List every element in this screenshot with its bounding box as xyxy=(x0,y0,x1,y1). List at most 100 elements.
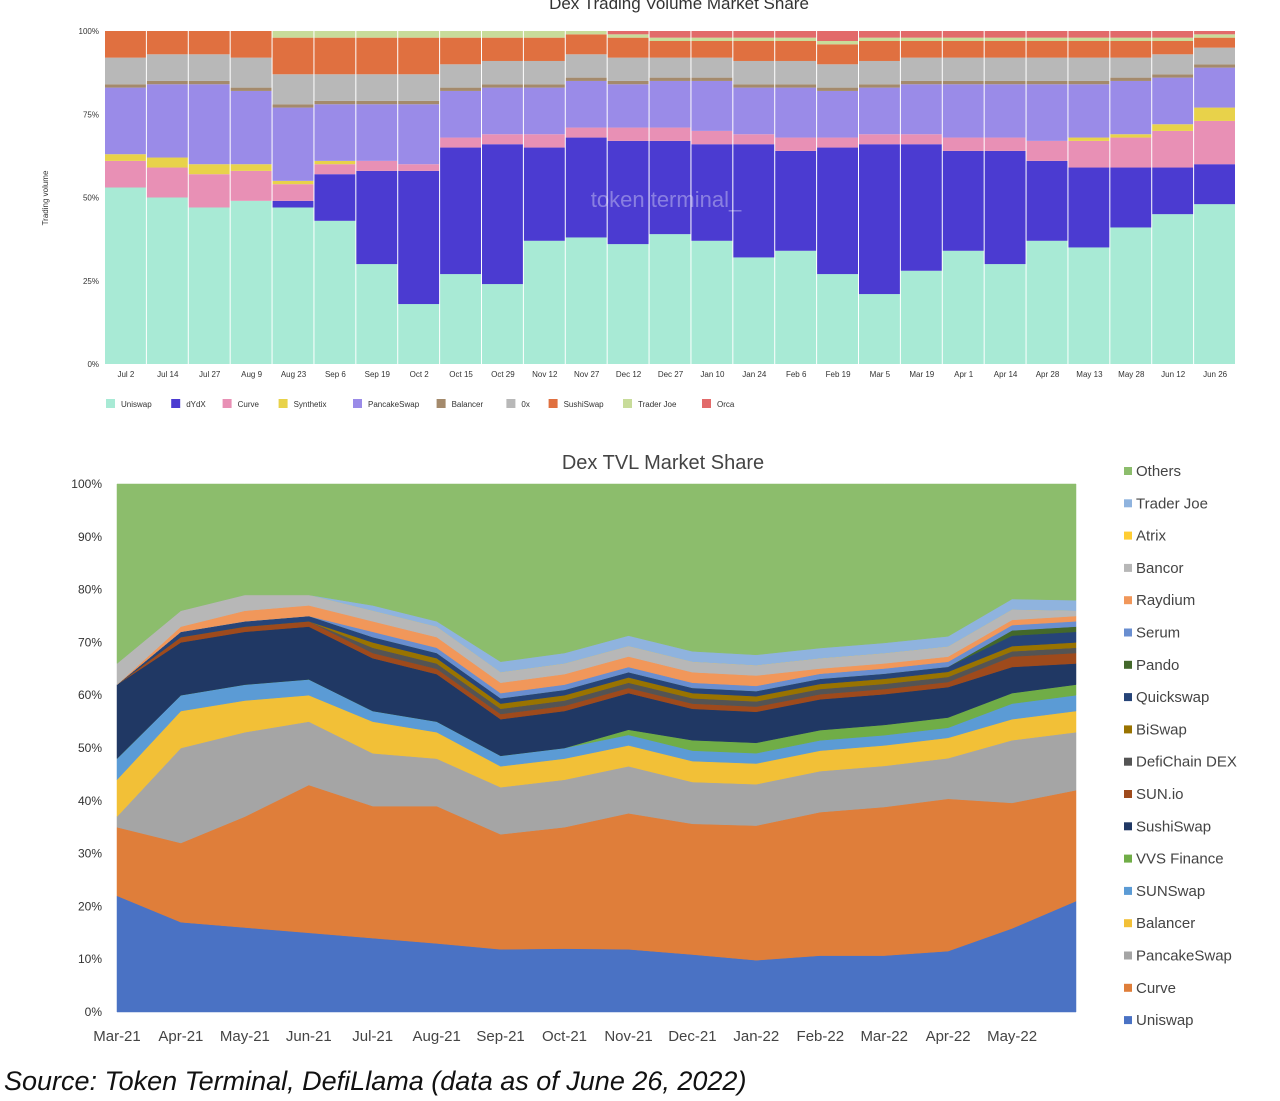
legend-label: Serum xyxy=(1136,625,1180,642)
legend-swatch xyxy=(1124,790,1132,798)
legend-label: Bancor xyxy=(1136,560,1184,577)
bar-trader-joe-feb-19 xyxy=(817,40,858,45)
bar-balancer-oct-29 xyxy=(482,84,523,88)
legend-label: SushiSwap xyxy=(564,400,605,409)
x-tick-label: Jan-22 xyxy=(733,1028,779,1045)
x-tick-label: Mar 19 xyxy=(909,370,934,379)
legend-swatch xyxy=(278,399,288,408)
bar-dydx-feb-6 xyxy=(775,150,817,251)
bar-0x-mar-19 xyxy=(900,57,942,81)
bar-uniswap-jun-12 xyxy=(1152,214,1194,364)
legend-item-others: Others xyxy=(1124,463,1181,480)
bar-balancer-nov-12 xyxy=(523,84,565,88)
bar-0x-may-28 xyxy=(1110,57,1152,78)
bar-trader-joe-oct-29 xyxy=(482,31,523,38)
bar-uniswap-aug-9 xyxy=(230,200,272,364)
bar-dydx-jun-26 xyxy=(1194,164,1235,205)
bar-pancakeswap-oct-29 xyxy=(482,87,523,135)
bar-dydx-sep-6 xyxy=(314,174,356,221)
x-tick-label: May 13 xyxy=(1076,370,1103,379)
bar-orca-feb-19 xyxy=(817,31,858,41)
bar-balancer-aug-9 xyxy=(230,87,272,91)
y-tick-label: 60% xyxy=(78,688,102,702)
x-tick-label: Aug 9 xyxy=(241,370,262,379)
legend-label: Uniswap xyxy=(1136,1012,1194,1029)
x-tick-label: Oct 29 xyxy=(491,370,515,379)
bar-curve-jun-26 xyxy=(1194,120,1235,165)
x-tick-label: Jun 26 xyxy=(1203,370,1228,379)
bar-synthetix-sep-6 xyxy=(314,160,356,165)
bar-0x-jul-14 xyxy=(146,54,188,81)
bar-balancer-apr-1 xyxy=(942,80,984,85)
bar-balancer-aug-23 xyxy=(272,104,314,108)
bar-uniswap-nov-12 xyxy=(523,240,565,364)
bar-trader-joe-aug-23 xyxy=(272,31,314,38)
bar-trader-joe-nov-27 xyxy=(565,31,607,35)
bar-pancakeswap-sep-19 xyxy=(356,104,398,161)
legend-swatch xyxy=(548,399,558,408)
x-tick-label: Feb 19 xyxy=(826,370,851,379)
bar-curve-sep-19 xyxy=(356,160,398,171)
bar-uniswap-jul-27 xyxy=(188,207,230,364)
bar-balancer-jun-26 xyxy=(1194,64,1235,68)
bar-pancakeswap-jan-24 xyxy=(733,87,775,135)
legend-item-uniswap: Uniswap xyxy=(1124,1012,1194,1029)
bar-dydx-apr-28 xyxy=(1026,160,1068,241)
bar-curve-mar-19 xyxy=(900,134,942,145)
x-tick-label: Mar 5 xyxy=(870,370,891,379)
x-tick-label: Jun 12 xyxy=(1161,370,1186,379)
bar-0x-apr-1 xyxy=(942,57,984,81)
bar-uniswap-jul-2 xyxy=(105,187,146,364)
bar-pancakeswap-may-13 xyxy=(1068,84,1110,138)
bar-curve-may-28 xyxy=(1110,137,1152,168)
bar-sushiswap-nov-27 xyxy=(565,34,607,55)
bar-trader-joe-sep-6 xyxy=(314,31,356,38)
x-tick-label: Jul 14 xyxy=(157,370,179,379)
bar-sushiswap-dec-12 xyxy=(607,37,649,58)
bar-uniswap-dec-27 xyxy=(649,234,691,364)
legend-swatch xyxy=(1124,531,1132,540)
x-tick-label: Oct 15 xyxy=(449,370,473,379)
legend-item-pancakeswap: PancakeSwap xyxy=(353,399,420,409)
bar-uniswap-oct-29 xyxy=(482,284,523,364)
legend-swatch xyxy=(1124,854,1132,863)
legend-swatch xyxy=(1124,822,1132,831)
bar-trader-joe-nov-12 xyxy=(523,31,565,38)
bar-sushiswap-apr-14 xyxy=(984,40,1026,58)
bar-uniswap-mar-19 xyxy=(900,270,942,364)
bar-balancer-mar-5 xyxy=(859,84,900,88)
x-tick-label: May 28 xyxy=(1118,370,1145,379)
bar-curve-jun-12 xyxy=(1152,130,1194,168)
x-tick-label: Apr-22 xyxy=(926,1028,971,1045)
x-tick-label: Dec-21 xyxy=(668,1028,716,1045)
bar-sushiswap-oct-15 xyxy=(440,37,481,65)
bar-orca-may-28 xyxy=(1110,31,1152,38)
legend-label: VVS Finance xyxy=(1136,851,1224,868)
bar-curve-nov-12 xyxy=(523,134,565,148)
bar-balancer-mar-19 xyxy=(900,80,942,85)
bar-curve-feb-6 xyxy=(775,137,817,151)
x-tick-label: Jul 2 xyxy=(117,370,134,379)
bar-trader-joe-apr-1 xyxy=(942,37,984,41)
legend-swatch xyxy=(1124,951,1132,960)
legend-label: Curve xyxy=(238,400,260,409)
bar-curve-jul-27 xyxy=(188,174,230,208)
legend-label: PancakeSwap xyxy=(368,400,420,409)
legend-swatch xyxy=(1124,628,1132,637)
bar-pancakeswap-apr-28 xyxy=(1026,84,1068,141)
bar-0x-jan-24 xyxy=(733,60,775,85)
tvl-areas xyxy=(116,483,1077,1013)
bar-0x-may-13 xyxy=(1068,57,1110,81)
legend-item-trader-joe: Trader Joe xyxy=(623,399,677,409)
bar-synthetix-may-28 xyxy=(1110,134,1152,138)
x-tick-label: Apr-21 xyxy=(158,1028,203,1045)
bar-trader-joe-dec-12 xyxy=(607,34,649,38)
legend-swatch xyxy=(1124,467,1132,475)
bar-curve-jul-2 xyxy=(105,160,146,188)
legend-swatch xyxy=(1124,660,1132,669)
bar-0x-sep-6 xyxy=(314,74,356,101)
bar-uniswap-apr-28 xyxy=(1026,240,1068,364)
bar-uniswap-jun-26 xyxy=(1194,204,1235,364)
bar-pancakeswap-jan-10 xyxy=(691,80,733,131)
bar-curve-jan-24 xyxy=(733,134,775,145)
